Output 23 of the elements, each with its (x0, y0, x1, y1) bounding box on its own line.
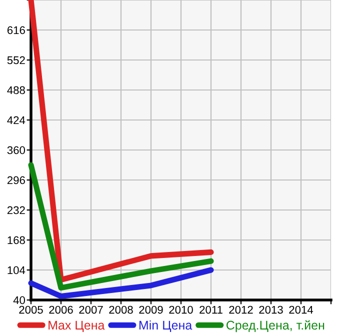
x-tick-label: 2013 (259, 306, 283, 314)
legend-label: Min Цена (139, 320, 192, 332)
x-tick-label: 2009 (139, 306, 163, 314)
y-tick-label: 40 (13, 296, 26, 304)
y-tick-label: 552 (7, 56, 25, 64)
y-tick-label: 296 (7, 176, 25, 184)
y-tick-label: 424 (7, 116, 26, 124)
x-tick-label: 2005 (19, 306, 43, 314)
legend-label: Max Цена (48, 320, 105, 332)
x-tick-label: 2011 (200, 306, 222, 314)
x-tick-label: 2014 (289, 306, 314, 314)
y-tick-label: 360 (7, 146, 26, 154)
y-tick-label: 488 (7, 86, 25, 94)
legend-label: Сред.Цена, т.йен (226, 320, 324, 332)
y-tick-label: 616 (7, 26, 25, 34)
x-tick-label: 2012 (229, 306, 253, 314)
y-tick-label: 232 (7, 206, 25, 214)
y-tick-label: 168 (8, 236, 25, 244)
y-tick-label: 104 (8, 266, 26, 274)
x-tick-label: 2008 (109, 306, 133, 314)
x-tick-label: 2006 (49, 306, 73, 314)
x-tick-label: 2007 (79, 306, 103, 314)
x-tick-label: 2010 (169, 306, 193, 314)
